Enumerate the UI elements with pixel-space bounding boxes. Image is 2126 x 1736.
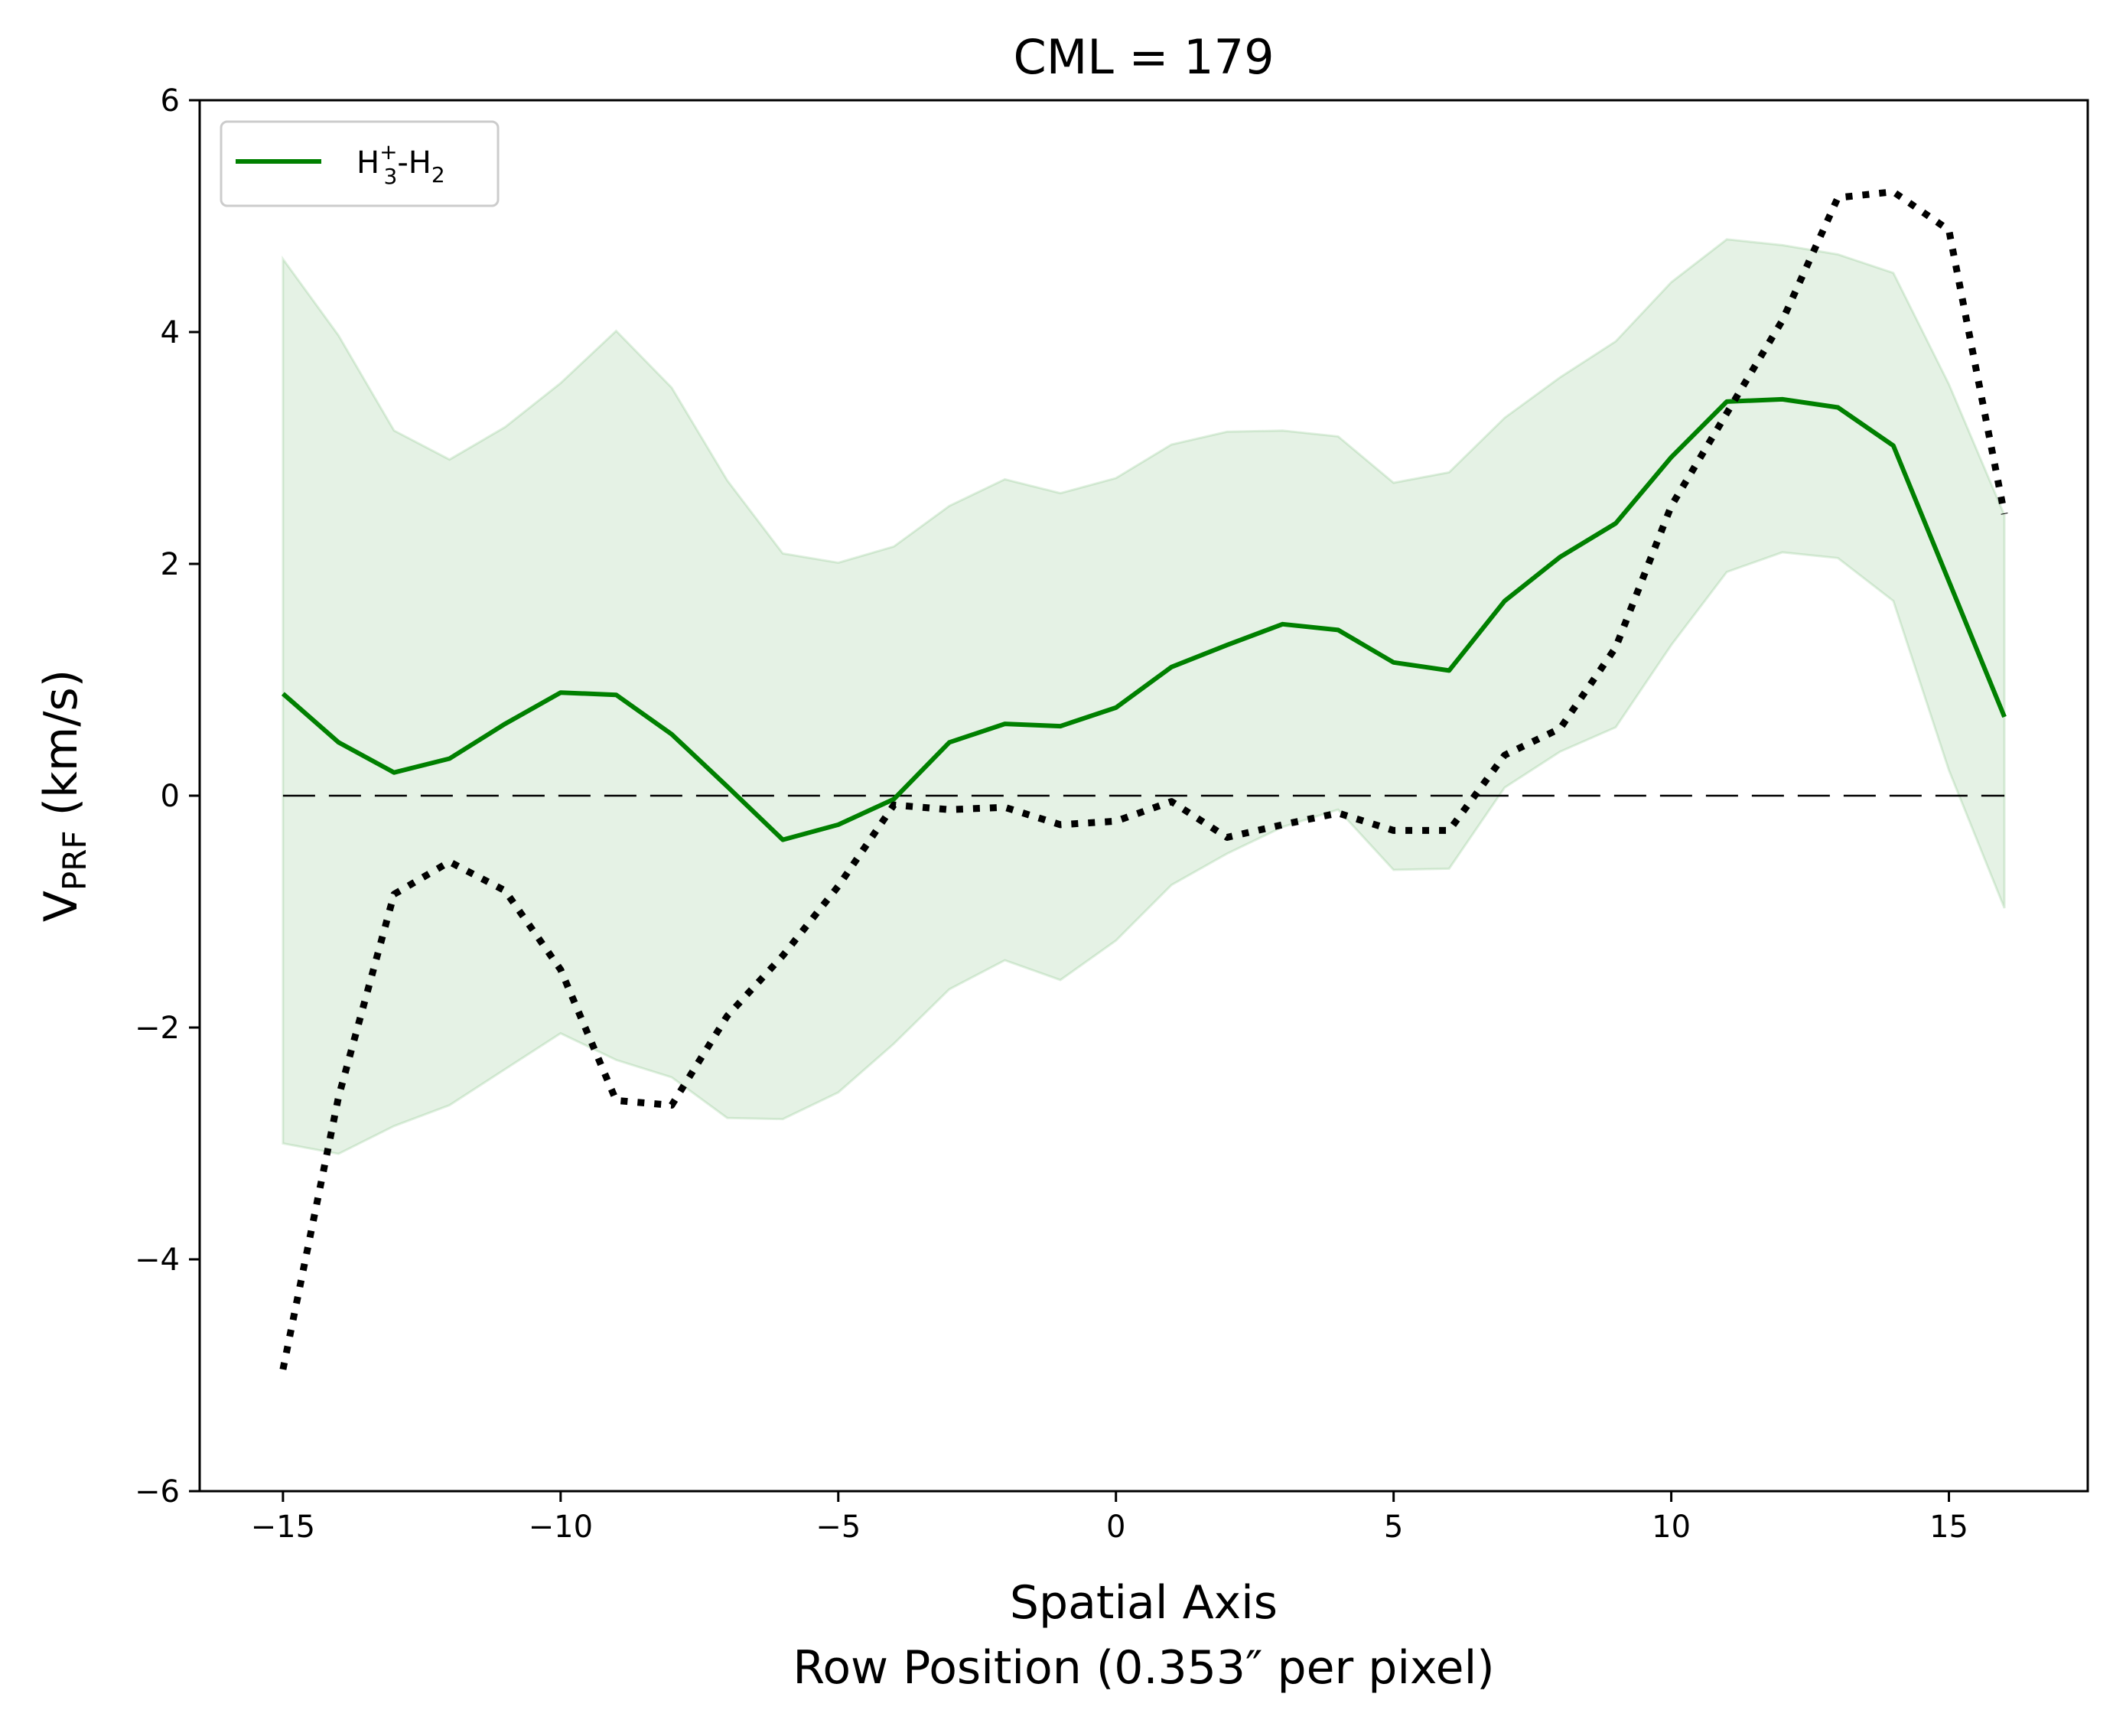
x-tick-label: 0 bbox=[1106, 1510, 1125, 1545]
x-tick-label: 5 bbox=[1384, 1510, 1403, 1545]
x-tick-label: −10 bbox=[529, 1510, 593, 1545]
x-axis-label-line2: Row Position (0.353″ per pixel) bbox=[793, 1641, 1494, 1695]
plot-frame bbox=[198, 99, 2089, 1493]
y-axis-label-sub: PRF bbox=[56, 830, 93, 891]
series-line-h3-h2 bbox=[281, 396, 2007, 842]
x-tick-label: 10 bbox=[1652, 1510, 1691, 1545]
y-axis-label-unit: (km/s) bbox=[34, 669, 88, 831]
y-axis-label-main: V bbox=[34, 891, 88, 922]
series-line-dotted bbox=[279, 188, 2008, 1370]
legend-box bbox=[220, 120, 500, 207]
legend-label-part-2: -H bbox=[397, 145, 431, 181]
x-tick-label: −15 bbox=[251, 1510, 315, 1545]
axes: −15 −10 −5 0 5 10 15 −6 −4 −2 0 2 4 6 bbox=[135, 83, 1968, 1545]
y-tick-label: −4 bbox=[135, 1243, 180, 1278]
y-tick-label: 2 bbox=[161, 547, 180, 582]
y-tick-label: 4 bbox=[161, 315, 180, 350]
legend-label-part-1: H bbox=[357, 145, 379, 181]
x-axis-label-line1: Spatial Axis bbox=[1010, 1576, 1278, 1630]
y-tick-label: 6 bbox=[161, 83, 180, 119]
y-tick-label: 0 bbox=[161, 779, 180, 814]
legend-label-sub: 3 bbox=[384, 164, 398, 189]
y-axis-label: VPRF (km/s) bbox=[34, 669, 93, 922]
x-tick-label: −5 bbox=[816, 1510, 861, 1545]
chart-title: CML = 179 bbox=[1013, 29, 1274, 85]
legend-label-sup: + bbox=[379, 139, 397, 164]
legend-label-sub-2: 2 bbox=[431, 162, 445, 187]
legend: H+ 3-H2 bbox=[220, 120, 500, 207]
y-tick-label: −6 bbox=[135, 1474, 180, 1510]
plot-area bbox=[279, 188, 2008, 1370]
y-tick-label: −2 bbox=[135, 1011, 180, 1046]
x-tick-label: 15 bbox=[1929, 1510, 1968, 1545]
uncertainty-band bbox=[282, 238, 2006, 1155]
legend-label: H+ 3-H2 bbox=[357, 139, 445, 189]
